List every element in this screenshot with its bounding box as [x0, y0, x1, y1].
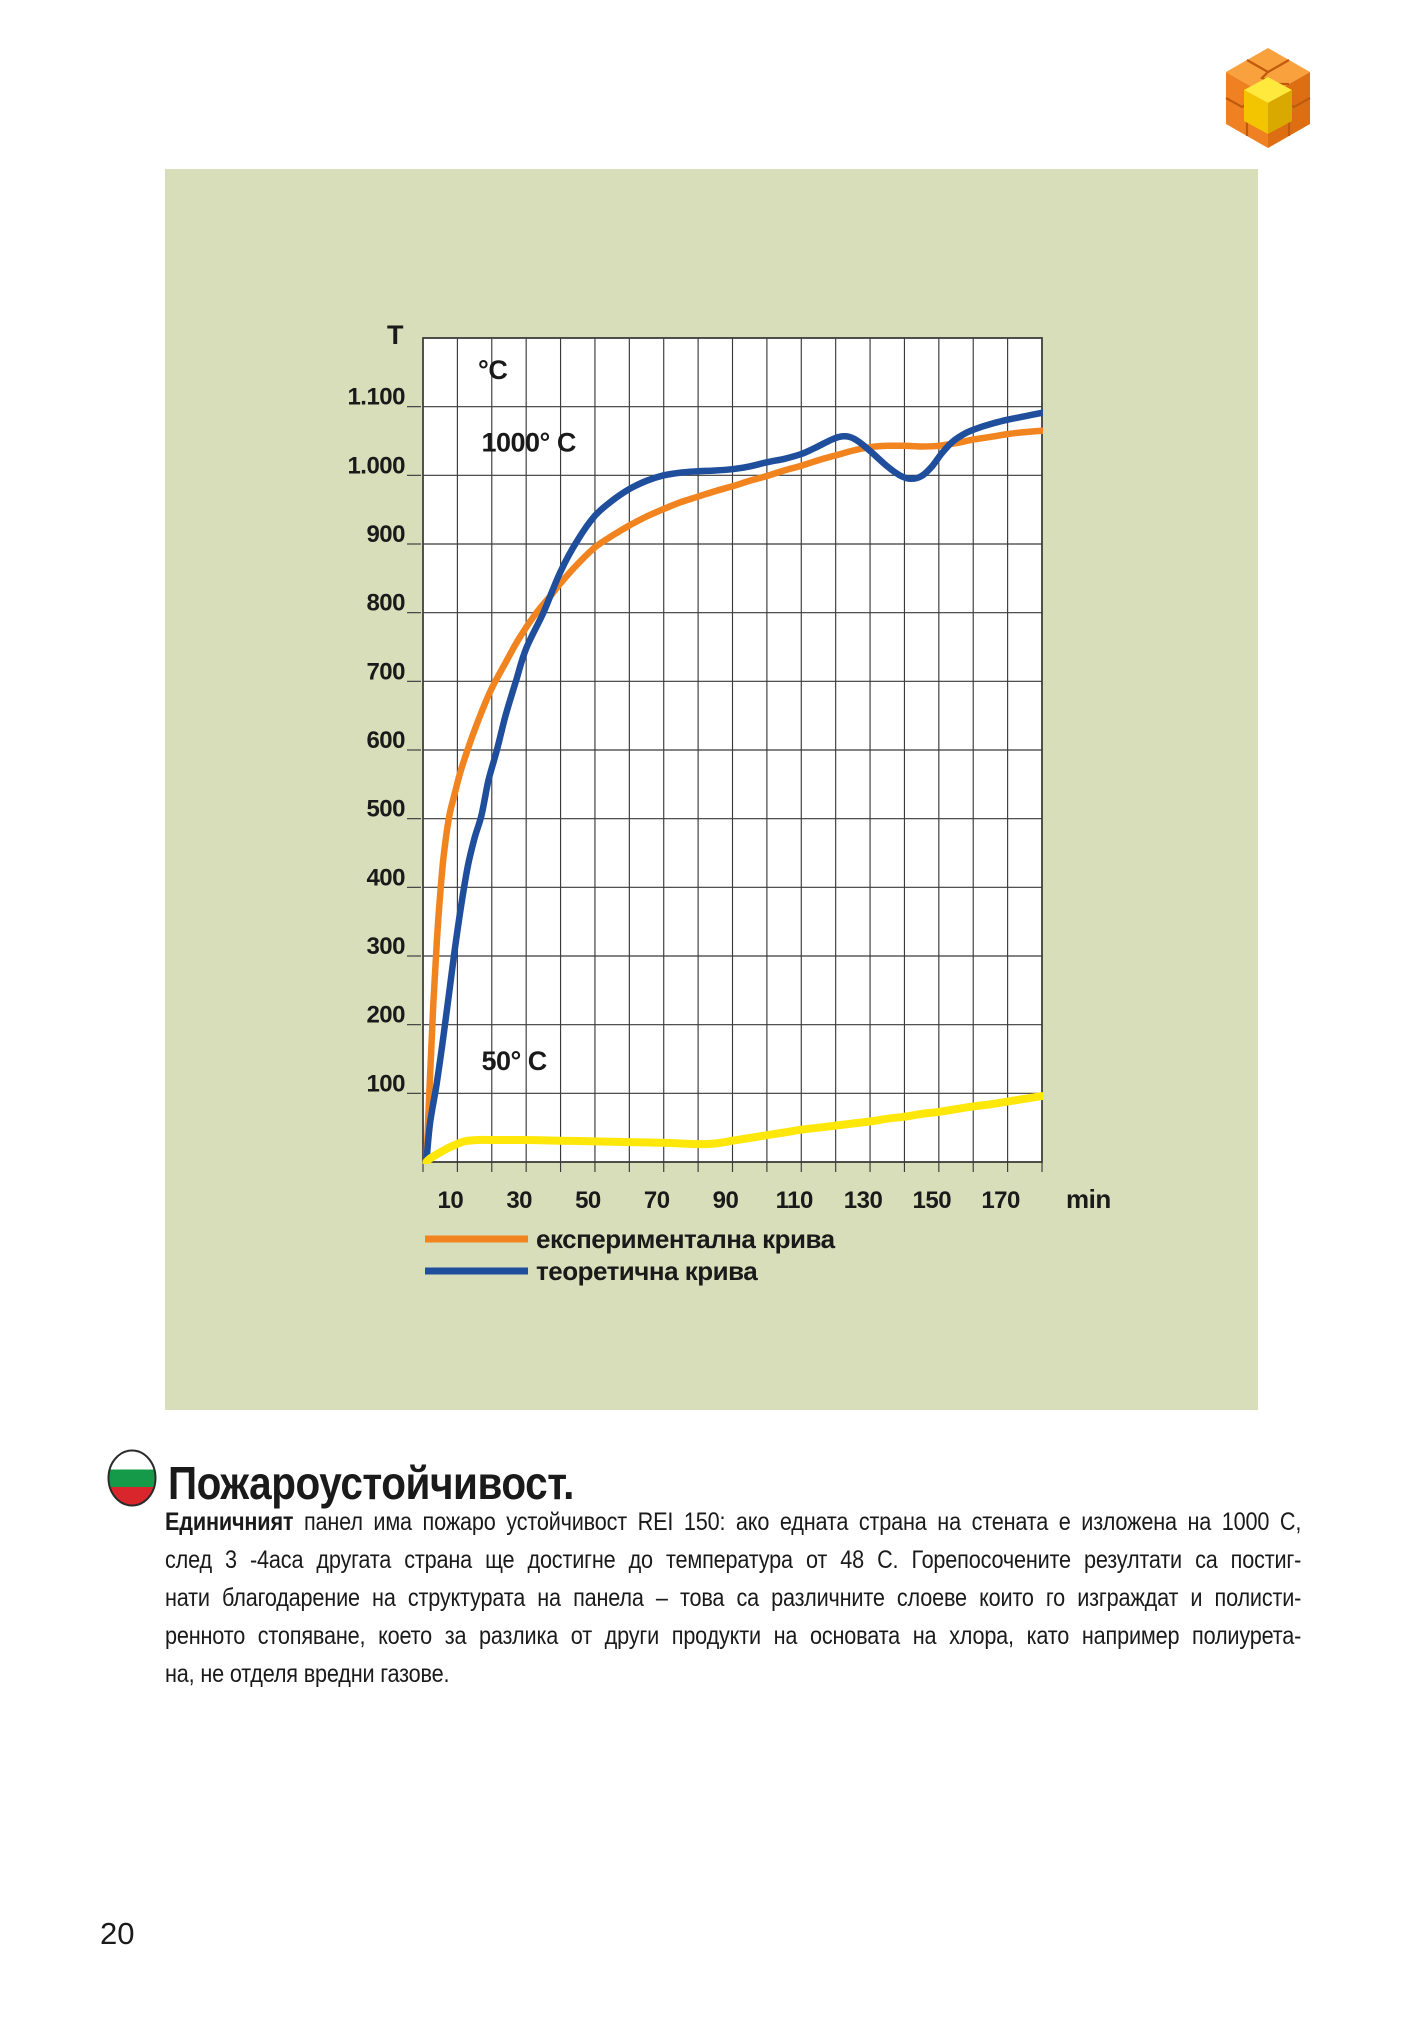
y-axis-title: T — [387, 320, 404, 350]
fire-resistance-chart: 100 200 300 400 500 600 700 800 900 1.000 1.100 10 3… — [347, 320, 1111, 1286]
puzzle-cube-logo — [1222, 46, 1314, 152]
bulgaria-flag-graphic — [107, 1449, 157, 1507]
x-axis-unit-label: min — [1066, 1184, 1111, 1214]
y-tick-label: 600 — [366, 727, 405, 754]
chart-annotation-1: 1000° C — [481, 427, 575, 457]
theoretical-curve — [423, 409, 1043, 1164]
legend-label: теоретична крива — [536, 1256, 758, 1286]
page-number: 20 — [100, 1916, 135, 1951]
curves — [422, 409, 1043, 1164]
x-tick-label: 150 — [913, 1187, 952, 1214]
y-tick-label: 200 — [366, 1002, 405, 1029]
flag-stripe-green — [108, 1469, 156, 1487]
y-tick-label: 100 — [366, 1070, 405, 1097]
y-tick-label: 400 — [366, 864, 405, 891]
y-tick-label: 800 — [366, 590, 405, 617]
cold-side-curve — [422, 1092, 1043, 1164]
y-tick-label: 700 — [366, 658, 405, 685]
puzzle-cube-logo-graphic — [1225, 48, 1311, 148]
y-tick-label: 500 — [366, 796, 405, 823]
legend-label: експериментална крива — [536, 1224, 836, 1254]
x-tick-label: 130 — [844, 1187, 883, 1214]
x-tick-label: 10 — [438, 1187, 464, 1214]
cube-yellow-piece — [1244, 77, 1292, 134]
paragraph-line: на, не отделя вредни газове. — [165, 1660, 450, 1688]
experimental-curve — [423, 427, 1043, 1164]
paragraph-line: след 3 -4аса другата страна ще достигне … — [165, 1546, 1302, 1574]
paragraph-line: Единичният панел има пожаро устойчивост … — [165, 1503, 1301, 1541]
x-tick-label: 70 — [644, 1187, 670, 1214]
x-tick-label: 30 — [506, 1187, 532, 1214]
y-tick-label: 900 — [366, 521, 405, 548]
chart-annotation-2: 50° C — [481, 1046, 546, 1076]
x-tick-label: 170 — [981, 1187, 1020, 1214]
x-tick-label: 50 — [575, 1187, 601, 1214]
chart-annotation-0: °C — [478, 355, 507, 385]
y-tick-label: 300 — [366, 933, 405, 960]
x-tick-label: 90 — [713, 1187, 739, 1214]
section-paragraph: Единичният панел има пожаро устойчивост … — [165, 1503, 1301, 1693]
paragraph-lead-word: Единичният — [165, 1508, 294, 1536]
section-title: Пожароустойчивост. — [168, 1457, 574, 1509]
x-tick-label: 110 — [776, 1187, 813, 1214]
paragraph-line: ренното стопяване, което за разлика от д… — [165, 1622, 1302, 1650]
y-tick-label: 1.000 — [347, 452, 405, 479]
paragraph-line: нати благодарение на структурата на пане… — [165, 1584, 1302, 1612]
plot-border — [422, 337, 1043, 1163]
bulgaria-flag-icon — [107, 1449, 157, 1507]
paragraph-line-text: панел има пожаро устойчивост REI 150: ак… — [293, 1508, 1302, 1536]
y-tick-label: 1.100 — [347, 384, 405, 411]
chart-panel: 100 200 300 400 500 600 700 800 900 1.000 1.100 10 3… — [165, 169, 1258, 1410]
